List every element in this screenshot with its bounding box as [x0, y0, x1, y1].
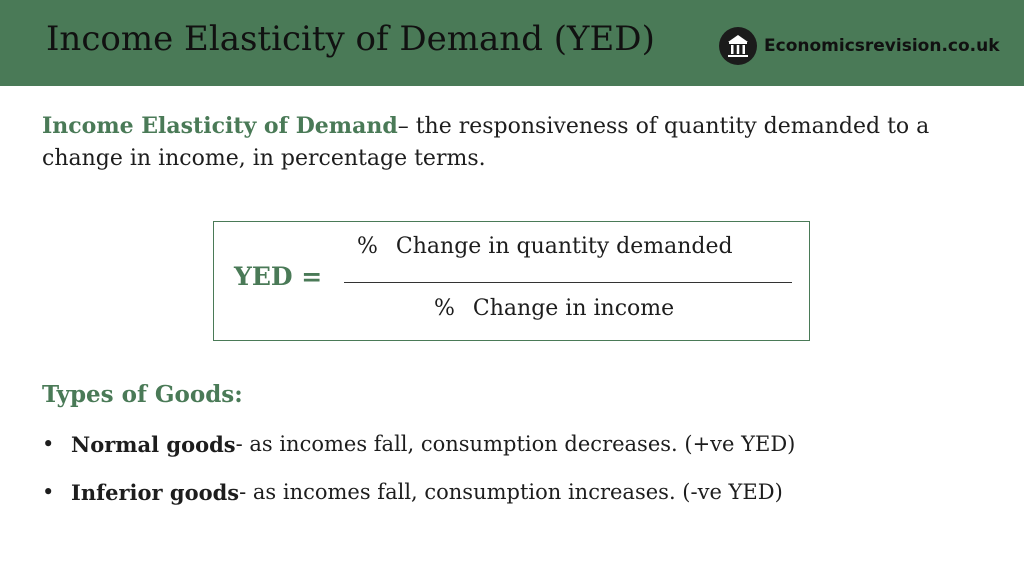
denominator-percent-symbol: %	[434, 296, 455, 321]
brand-name: Economicsrevision.co.uk	[764, 36, 1000, 56]
pillared-building-icon	[719, 27, 757, 65]
bullet-icon: •	[42, 432, 55, 456]
bullet-icon: •	[42, 480, 55, 504]
page-title: Income Elasticity of Demand (YED)	[46, 19, 655, 59]
denominator-text: Change in income	[472, 296, 675, 321]
list-item: • Inferior goods - as incomes fall, cons…	[42, 476, 795, 509]
formula-denominator: % Change in income	[434, 296, 674, 321]
formula-numerator: % Change in quantity demanded	[357, 234, 733, 259]
definition-term: Income Elasticity of Demand	[42, 113, 398, 139]
item-text: - as incomes fall, consumption increases…	[239, 480, 783, 504]
item-term: Inferior goods	[71, 480, 240, 505]
header-bar: Income Elasticity of Demand (YED) Econom…	[0, 0, 1024, 86]
formula-label: YED =	[234, 262, 323, 291]
item-term: Normal goods	[71, 432, 236, 457]
numerator-percent-symbol: %	[357, 234, 378, 259]
definition-paragraph: Income Elasticity of Demand– the respons…	[42, 110, 992, 175]
list-item: • Normal goods - as incomes fall, consum…	[42, 428, 795, 461]
fraction-line	[344, 282, 792, 283]
item-text: - as incomes fall, consumption decreases…	[235, 432, 796, 456]
formula-box: YED = % Change in quantity demanded % Chan…	[213, 221, 810, 341]
types-heading: Types of Goods:	[42, 381, 243, 408]
types-list: • Normal goods - as incomes fall, consum…	[42, 428, 795, 524]
numerator-text: Change in quantity demanded	[395, 234, 733, 259]
definition-text: – the responsiveness of quantity demande…	[42, 114, 930, 171]
